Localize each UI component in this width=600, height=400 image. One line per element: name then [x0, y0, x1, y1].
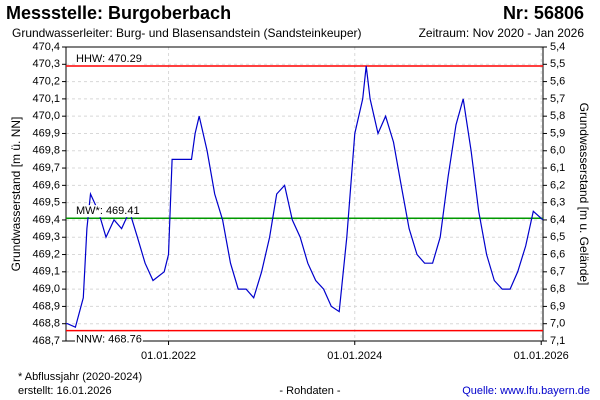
y-tick-label: 469,0: [32, 283, 60, 295]
reference-label: NNW: 468.76: [76, 334, 142, 346]
y-tick-label: 470,1: [32, 93, 60, 105]
y2-tick-label: 6,3: [550, 197, 565, 209]
y2-tick-label: 6,9: [550, 300, 565, 312]
y-tick-label: 469,3: [32, 231, 60, 243]
y-tick-label: 469,1: [32, 266, 60, 278]
period: Zeitraum: Nov 2020 - Jan 2026: [419, 26, 585, 40]
x-tick-label: 01.01.2024: [327, 350, 382, 362]
y-tick-label: 469,9: [32, 127, 60, 139]
y-tick-label: 469,4: [32, 214, 60, 226]
reference-label: MW*: 469.41: [76, 205, 140, 217]
reference-label-bg: [75, 205, 141, 218]
y-tick-label: 470,3: [32, 58, 60, 70]
footnote: * Abflussjahr (2020-2024): [18, 371, 142, 383]
y2-tick-label: 5,4: [550, 41, 565, 53]
y2-tick-label: 6,0: [550, 145, 565, 157]
data-line: [66, 65, 544, 329]
y2-tick-label: 5,8: [550, 110, 565, 122]
subtitle: Grundwasserleiter: Burg- und Blasensands…: [12, 26, 362, 40]
y-tick-label: 469,5: [32, 197, 60, 209]
y2-tick-label: 6,4: [550, 214, 565, 226]
raw-data-note: - Rohdaten -: [279, 385, 340, 397]
station-number: Nr: 56806: [503, 3, 584, 23]
y2-tick-label: 7,0: [550, 318, 565, 330]
y2-tick-label: 5,9: [550, 127, 565, 139]
y-axis-label: Grundwasserstand [m ü. NN]: [9, 117, 23, 272]
created-date: erstellt: 16.01.2026: [18, 385, 112, 397]
y-tick-label: 469,2: [32, 248, 60, 260]
chart-title: Messstelle: Burgoberbach: [6, 3, 231, 23]
y2-tick-label: 6,6: [550, 248, 565, 260]
plot-frame: [65, 46, 544, 342]
y-tick-label: 468,7: [32, 335, 60, 347]
y2-tick-label: 6,5: [550, 231, 565, 243]
y2-tick-label: 6,8: [550, 283, 565, 295]
x-tick-label: 01.01.2026: [514, 350, 569, 362]
x-tick-label: 01.01.2022: [141, 350, 196, 362]
y-tick-label: 470,4: [32, 41, 60, 53]
y2-tick-label: 6,7: [550, 266, 565, 278]
y-tick-label: 469,8: [32, 145, 60, 157]
y-tick-label: 469,7: [32, 162, 60, 174]
y2-tick-label: 7,1: [550, 335, 565, 347]
y2-tick-label: 6,1: [550, 162, 565, 174]
y-tick-label: 470,0: [32, 110, 60, 122]
y2-tick-label: 5,5: [550, 58, 565, 70]
y-tick-label: 469,6: [32, 179, 60, 191]
y-tick-label: 470,2: [32, 75, 60, 87]
y2-tick-label: 5,6: [550, 75, 565, 87]
source: Quelle: www.lfu.bayern.de: [462, 385, 590, 397]
y-tick-label: 468,9: [32, 300, 60, 312]
reference-label-bg: [75, 333, 143, 346]
y-tick-label: 468,8: [32, 318, 60, 330]
reference-label-bg: [75, 52, 143, 65]
y2-axis-label: Grundwasserstand [m u. Gelände]: [577, 103, 591, 286]
y2-tick-label: 6,2: [550, 179, 565, 191]
y2-tick-label: 5,7: [550, 93, 565, 105]
reference-label: HHW: 470.29: [76, 53, 142, 65]
